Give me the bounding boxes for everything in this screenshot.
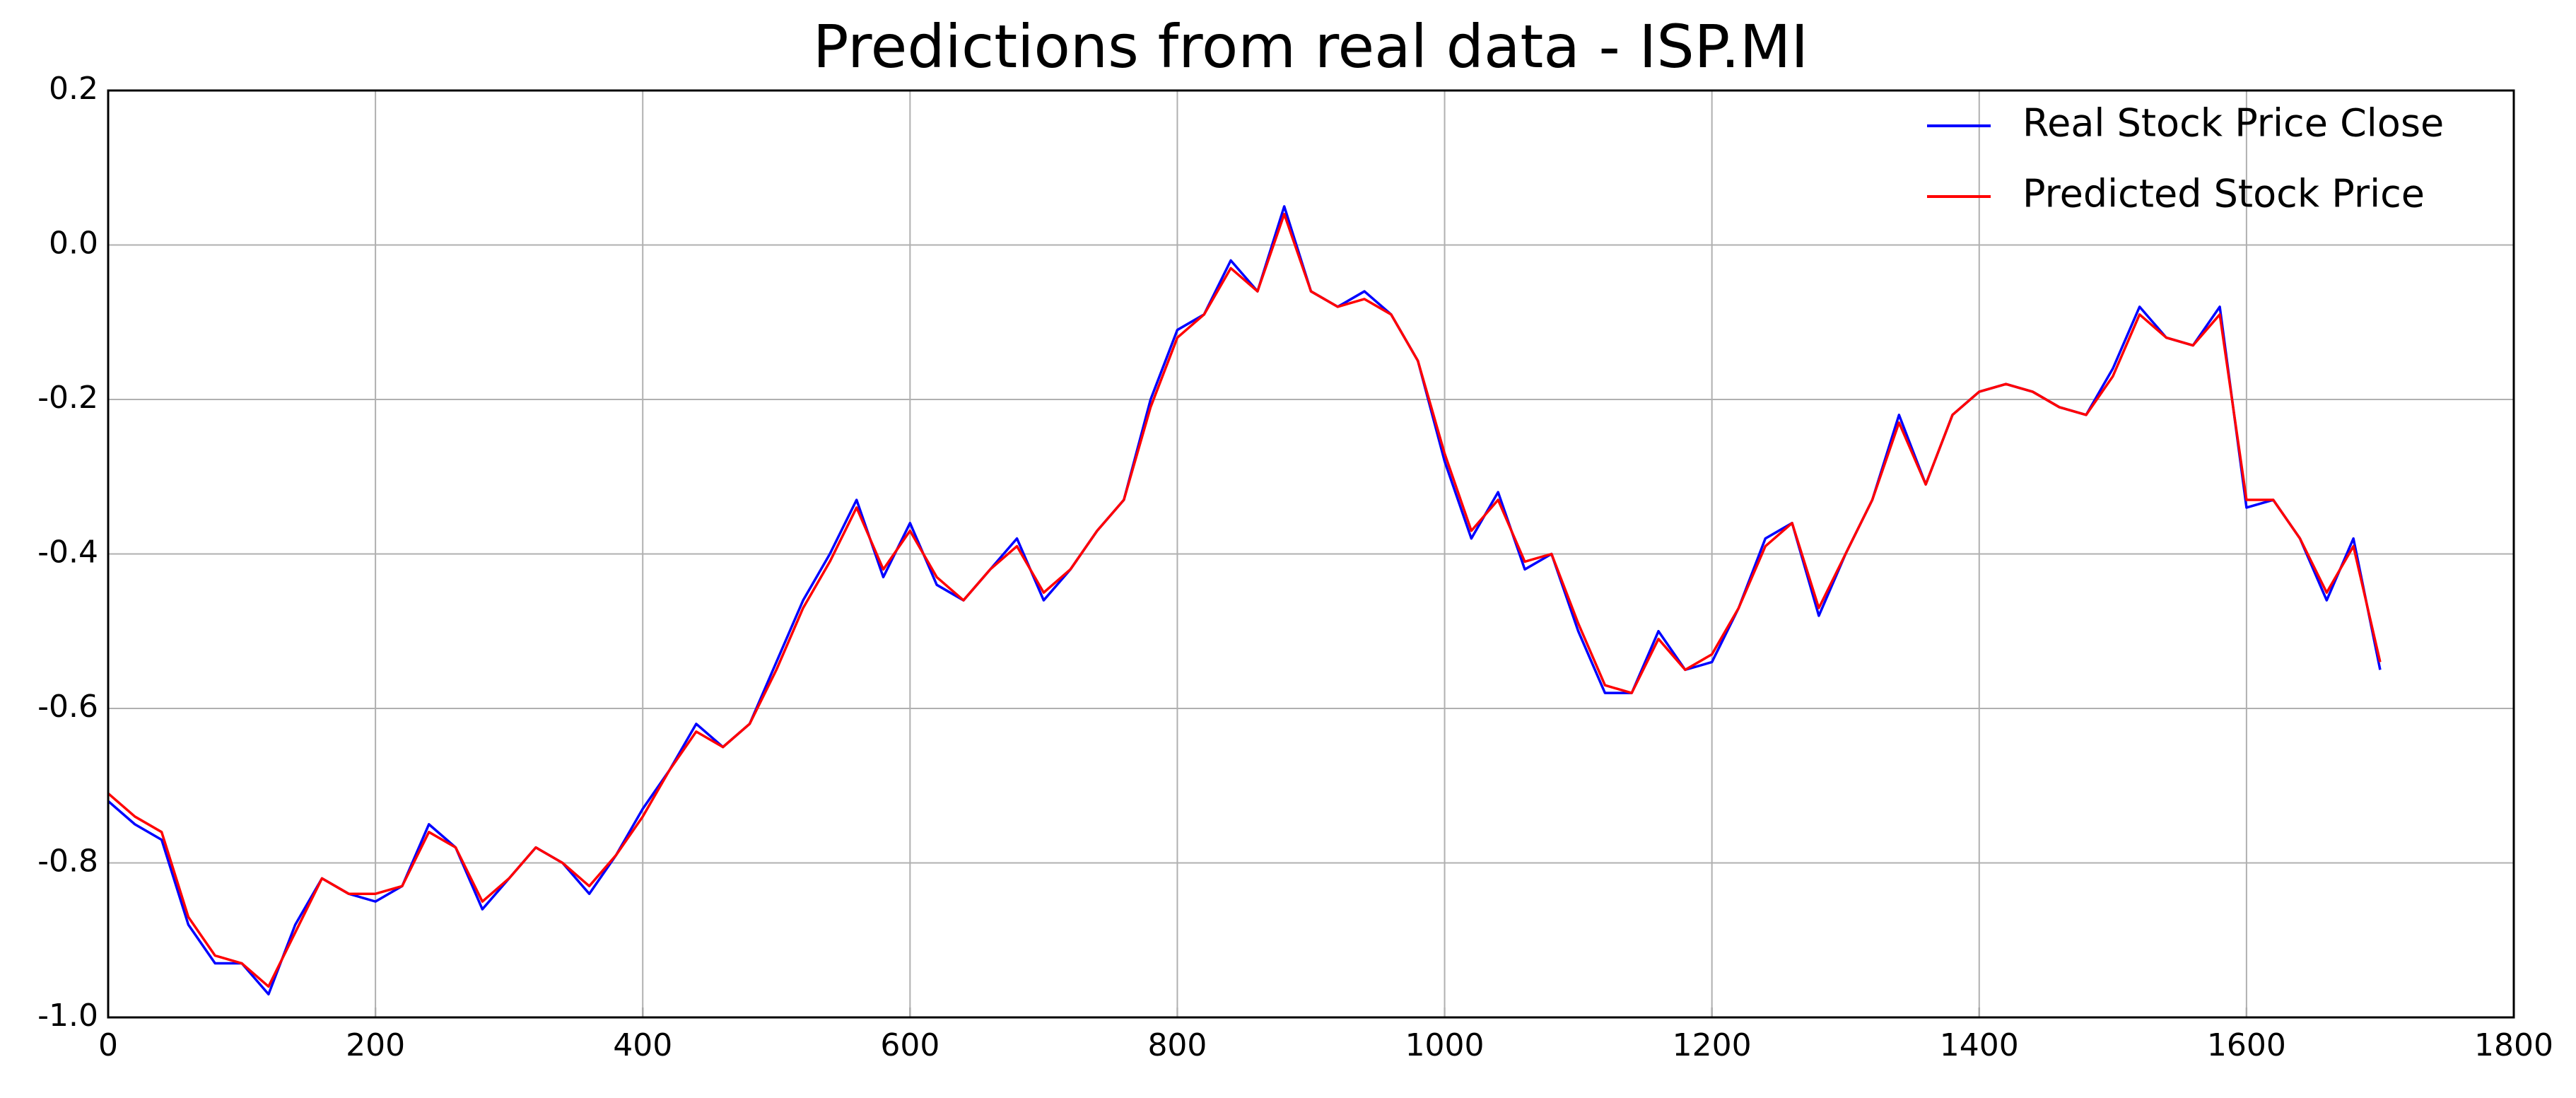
y-tick-label: -1.0	[37, 998, 98, 1034]
y-tick-label: -0.6	[37, 689, 98, 725]
x-tick-label: 1400	[1940, 1027, 2019, 1063]
grid-layer: -1.0 -0.8 -0.6 -0.4 -0.2 0.0 0.2 0 200 400 600 800 1…	[37, 71, 2553, 1063]
x-tick-label: 400	[613, 1027, 672, 1063]
legend: Real Stock Price Close Predicted Stock Pr…	[1927, 101, 2444, 216]
x-tick-label: 800	[1147, 1027, 1207, 1063]
series-line	[107, 205, 2382, 995]
series-line	[107, 213, 2382, 988]
x-tick-label: 1000	[1405, 1027, 1485, 1063]
y-tick-label: -0.8	[37, 843, 98, 880]
x-tick-label: 200	[346, 1027, 405, 1063]
lines-layer	[107, 205, 2382, 995]
x-tick-label: 1800	[2474, 1027, 2553, 1063]
y-tick-label: -0.2	[37, 380, 98, 416]
plot-frame	[107, 89, 2515, 1019]
y-tick-label: 0.2	[49, 71, 98, 107]
x-tick-label: 1600	[2207, 1027, 2286, 1063]
x-tick-label: 600	[880, 1027, 939, 1063]
x-tick-label: 1200	[1673, 1027, 1752, 1063]
legend-label: Predicted Stock Price	[2022, 172, 2425, 216]
y-tick-label: -0.4	[37, 535, 98, 571]
legend-label: Real Stock Price Close	[2022, 101, 2444, 146]
x-tick-label: 0	[98, 1027, 118, 1063]
y-tick-label: 0.0	[49, 226, 98, 262]
chart-title: Predictions from real data - ISP.MI	[813, 12, 1808, 81]
